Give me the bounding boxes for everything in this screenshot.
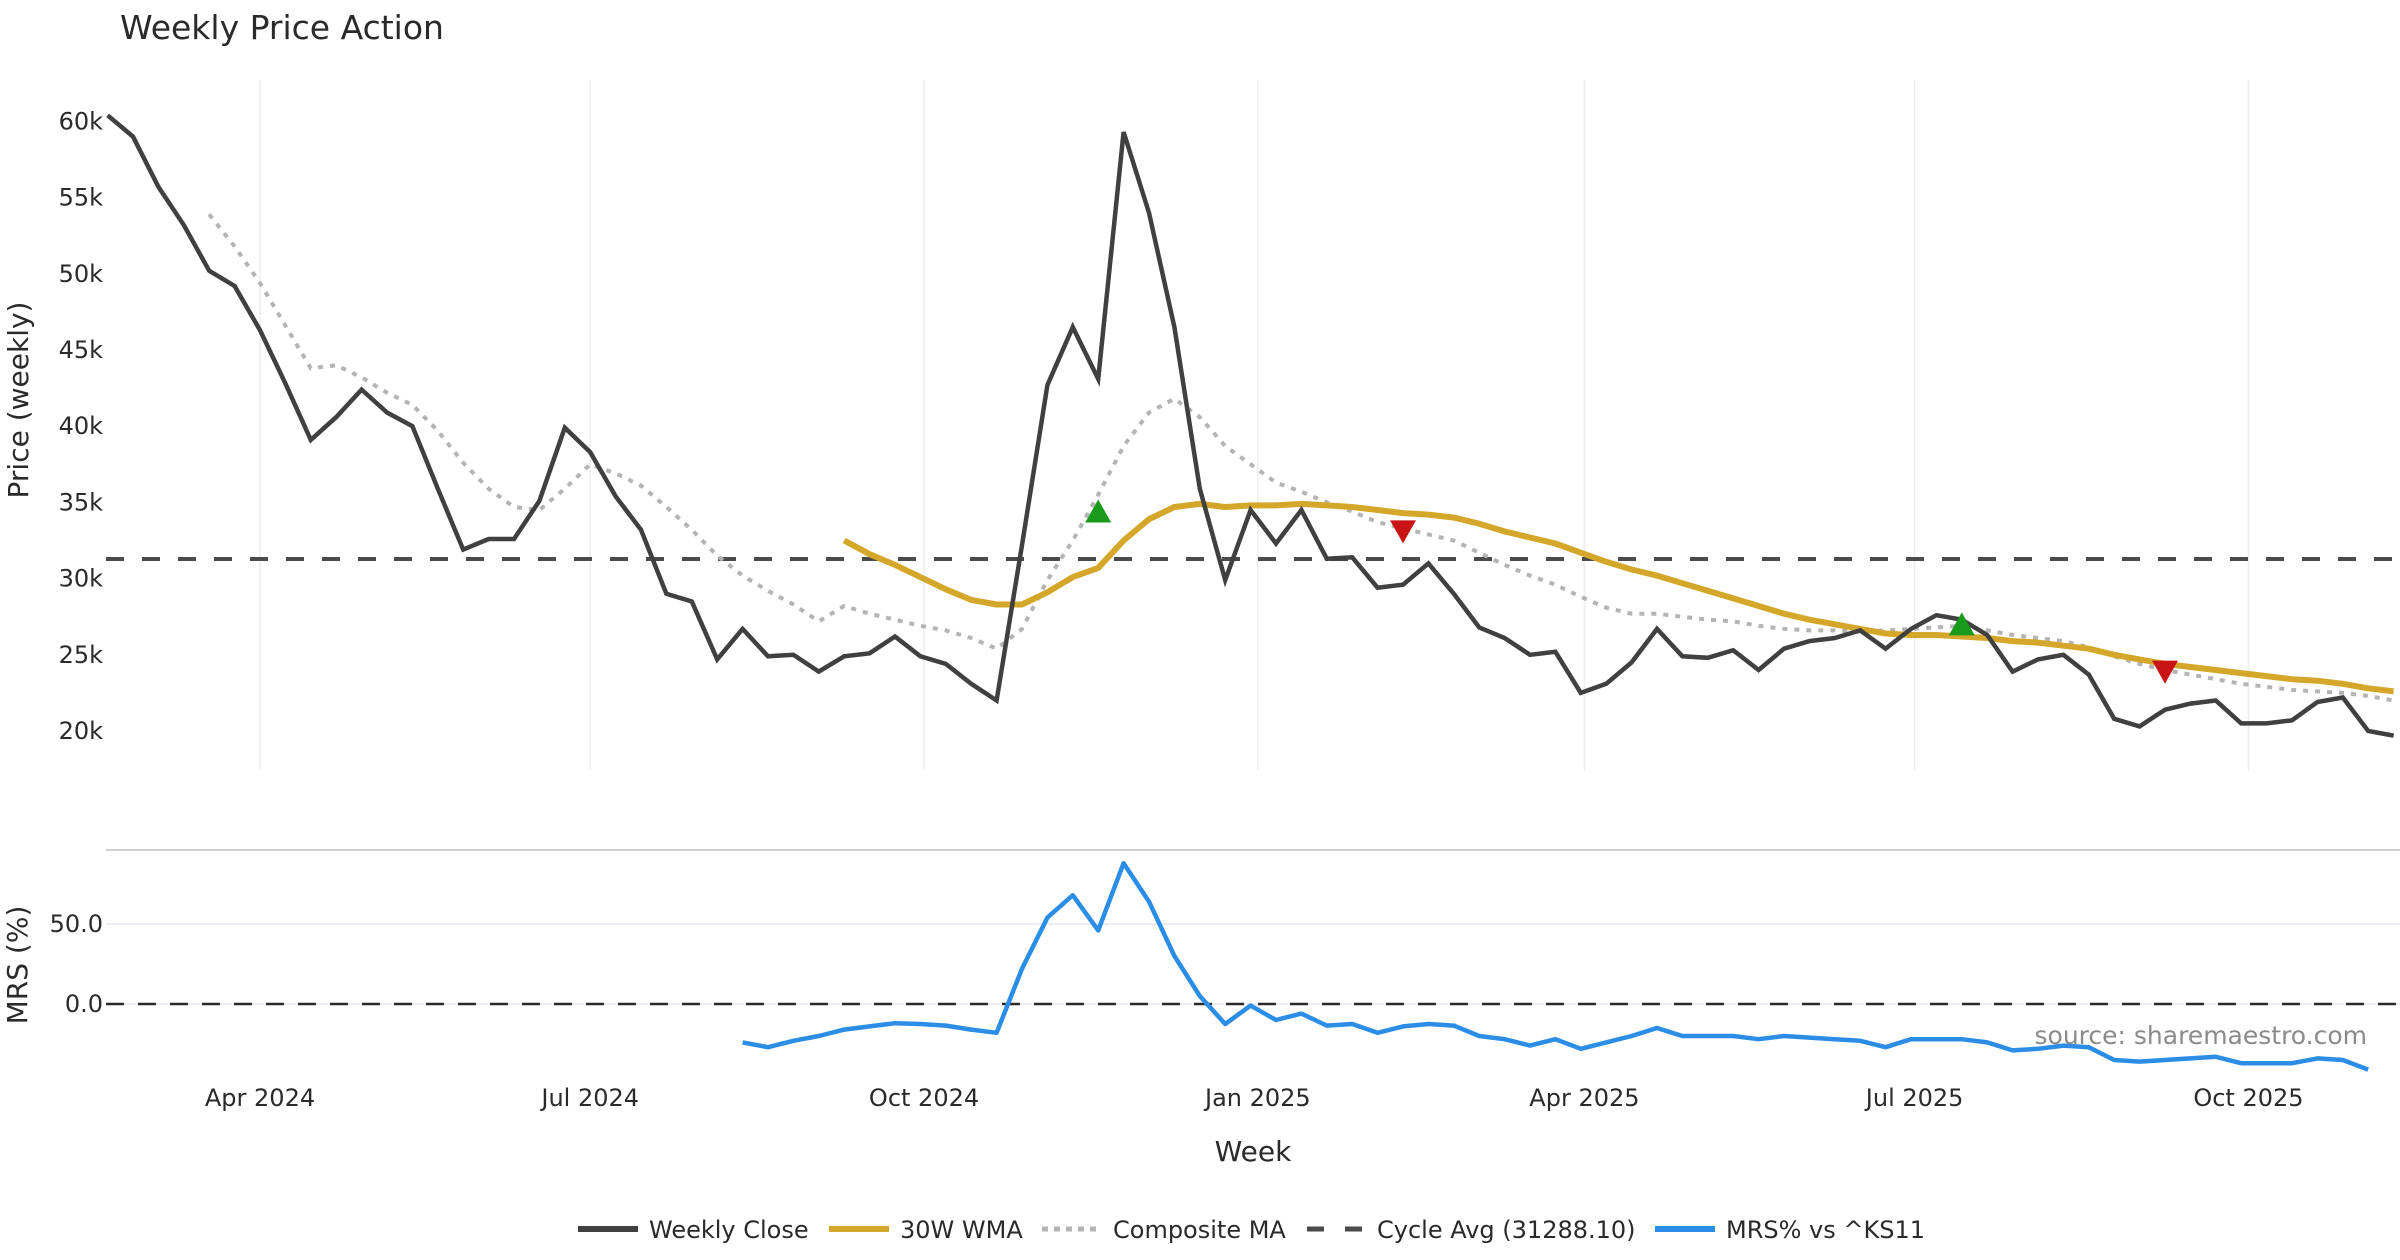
- sell-signal-marker: [2152, 660, 2178, 684]
- mrs-y-tick-label: 0.0: [65, 990, 103, 1018]
- x-tick-label: Jan 2025: [1203, 1084, 1311, 1112]
- legend-label: MRS% vs ^KS11: [1726, 1216, 1925, 1244]
- series-composite-ma: [207, 213, 2394, 703]
- legend-label: 30W WMA: [900, 1216, 1023, 1244]
- legend-item: MRS% vs ^KS11: [1655, 1216, 1925, 1244]
- price-y-tick-label: 40k: [59, 412, 104, 440]
- price-series: [106, 113, 2395, 738]
- price-y-tick-label: 35k: [59, 488, 104, 516]
- legend-label: Composite MA: [1113, 1216, 1286, 1244]
- price-y-tick-label: 50k: [59, 260, 104, 288]
- price-y-tick-label: 30k: [59, 565, 104, 593]
- price-y-tick-labels: 60k 55k 50k 45k 40k 35k 30k 25k 20k: [59, 107, 104, 745]
- series-weekly-close: [106, 113, 2395, 738]
- legend-label: Cycle Avg (31288.10): [1377, 1216, 1636, 1244]
- buy-signal-marker: [1085, 499, 1112, 523]
- x-tick-label: Oct 2025: [2193, 1084, 2303, 1112]
- vertical-gridlines: [259, 80, 2250, 770]
- x-axis-label: Week: [1215, 1135, 1292, 1168]
- price-y-tick-label: 25k: [59, 641, 104, 669]
- mrs-y-tick-label: 50.0: [50, 910, 103, 938]
- legend: Weekly Close 30W WMA Composite MA Cycle Avg…: [578, 1216, 1925, 1244]
- price-y-tick-label: 45k: [59, 336, 104, 364]
- chart-title: Weekly Price Action: [120, 8, 444, 47]
- price-y-tick-label: 20k: [59, 717, 104, 745]
- mrs-y-tick-labels: 50.0 0.0: [50, 910, 103, 1018]
- buy-signal-marker: [1948, 612, 1975, 636]
- legend-item: Composite MA: [1042, 1216, 1286, 1244]
- x-tick-label: Jul 2025: [1864, 1084, 1964, 1112]
- price-y-tick-label: 55k: [59, 184, 104, 212]
- source-annotation: source: sharemaestro.com: [2035, 1021, 2368, 1050]
- mrs-y-axis-label: MRS (%): [1, 906, 34, 1025]
- price-y-tick-label: 60k: [59, 107, 104, 135]
- legend-item: 30W WMA: [829, 1216, 1023, 1244]
- x-tick-label: Apr 2025: [1529, 1084, 1639, 1112]
- mrs-y-gridlines: [106, 923, 2400, 1005]
- x-tick-label: Jul 2024: [539, 1084, 639, 1112]
- signal-markers: [1085, 499, 2178, 684]
- series-30w-wma: [842, 500, 2394, 695]
- legend-label: Weekly Close: [649, 1216, 809, 1244]
- series-mrs: [742, 860, 2369, 1072]
- x-tick-labels: Apr 2024 Jul 2024 Oct 2024 Jan 2025 Apr 2025…: [205, 1084, 2304, 1112]
- legend-item: Cycle Avg (31288.10): [1307, 1216, 1636, 1244]
- x-tick-label: Apr 2024: [205, 1084, 315, 1112]
- sell-signal-marker: [1390, 520, 1416, 544]
- legend-item: Weekly Close: [578, 1216, 809, 1244]
- x-tick-label: Oct 2024: [869, 1084, 979, 1112]
- mrs-series: [742, 860, 2369, 1072]
- price-y-axis-label: Price (weekly): [2, 302, 35, 499]
